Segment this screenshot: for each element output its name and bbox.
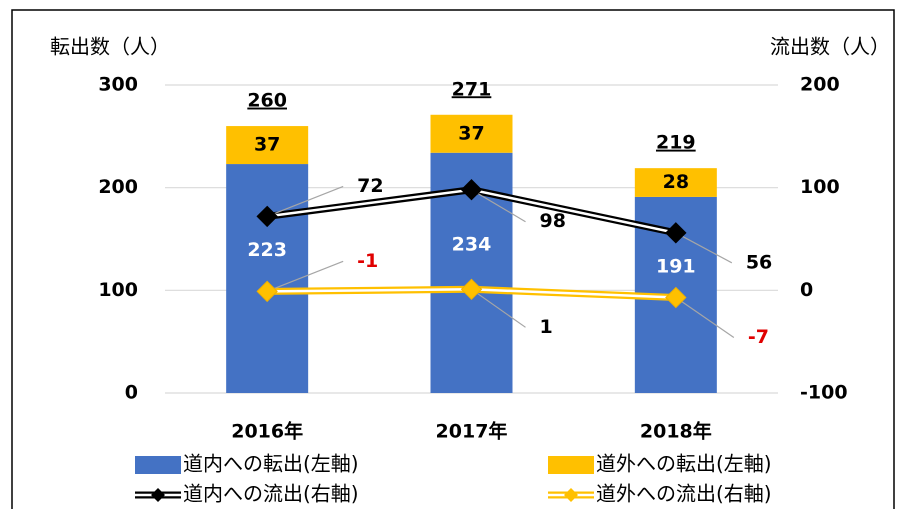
data-label: 234 xyxy=(452,233,492,255)
y-tick-label: 300 xyxy=(98,74,138,96)
data-label: 223 xyxy=(247,239,287,261)
legend-label: 道外への転出(左軸) xyxy=(596,452,772,476)
data-label: -7 xyxy=(748,326,769,348)
data-label: 72 xyxy=(357,175,383,197)
y-tick-label: 0 xyxy=(125,382,138,404)
data-label: 191 xyxy=(656,255,696,277)
leader-line xyxy=(675,232,733,264)
y2-tick-label: 200 xyxy=(800,74,840,96)
leader-line xyxy=(266,260,344,292)
leader-line xyxy=(471,189,526,223)
total-label: 219 xyxy=(656,132,696,154)
marker xyxy=(256,280,278,303)
legend-label: 道外への流出(右軸) xyxy=(596,482,772,506)
y2-tick-label: 100 xyxy=(800,176,840,198)
y2-axis-title: 流出数（人） xyxy=(770,35,890,59)
legend-label: 道内への転出(左軸) xyxy=(183,452,359,476)
marker xyxy=(460,278,483,301)
marker xyxy=(460,179,483,201)
legend-swatch xyxy=(135,456,181,474)
y-tick-label: 100 xyxy=(98,279,138,301)
bar xyxy=(634,168,717,197)
bar xyxy=(226,164,309,393)
leader-line xyxy=(675,297,735,339)
y2-tick-label: -100 xyxy=(800,382,848,404)
legend-label: 道内への流出(右軸) xyxy=(183,482,359,506)
y2-tick-label: 0 xyxy=(800,279,813,301)
bar xyxy=(226,126,309,165)
legend-marker xyxy=(151,488,165,502)
marker xyxy=(665,286,687,309)
data-label: 98 xyxy=(540,210,566,232)
x-tick-label: 2017年 xyxy=(436,420,508,443)
x-tick-label: 2016年 xyxy=(231,420,303,443)
x-tick-label: 2018年 xyxy=(640,420,712,443)
data-label: 37 xyxy=(254,134,280,156)
data-label: 56 xyxy=(746,251,772,273)
data-label: 28 xyxy=(663,171,689,193)
data-label: 37 xyxy=(458,122,484,144)
marker xyxy=(665,222,687,244)
total-label: 260 xyxy=(247,90,287,112)
marker xyxy=(256,205,278,228)
data-label: -1 xyxy=(357,250,378,272)
total-label: 271 xyxy=(452,78,492,100)
bar xyxy=(430,114,513,153)
data-label: 1 xyxy=(540,316,553,338)
leader-line xyxy=(266,185,344,217)
legend-marker xyxy=(564,488,578,502)
legend-swatch xyxy=(548,456,594,474)
y-tick-label: 200 xyxy=(98,176,138,198)
y-axis-title: 転出数（人） xyxy=(50,35,170,59)
leader-line xyxy=(471,288,526,328)
